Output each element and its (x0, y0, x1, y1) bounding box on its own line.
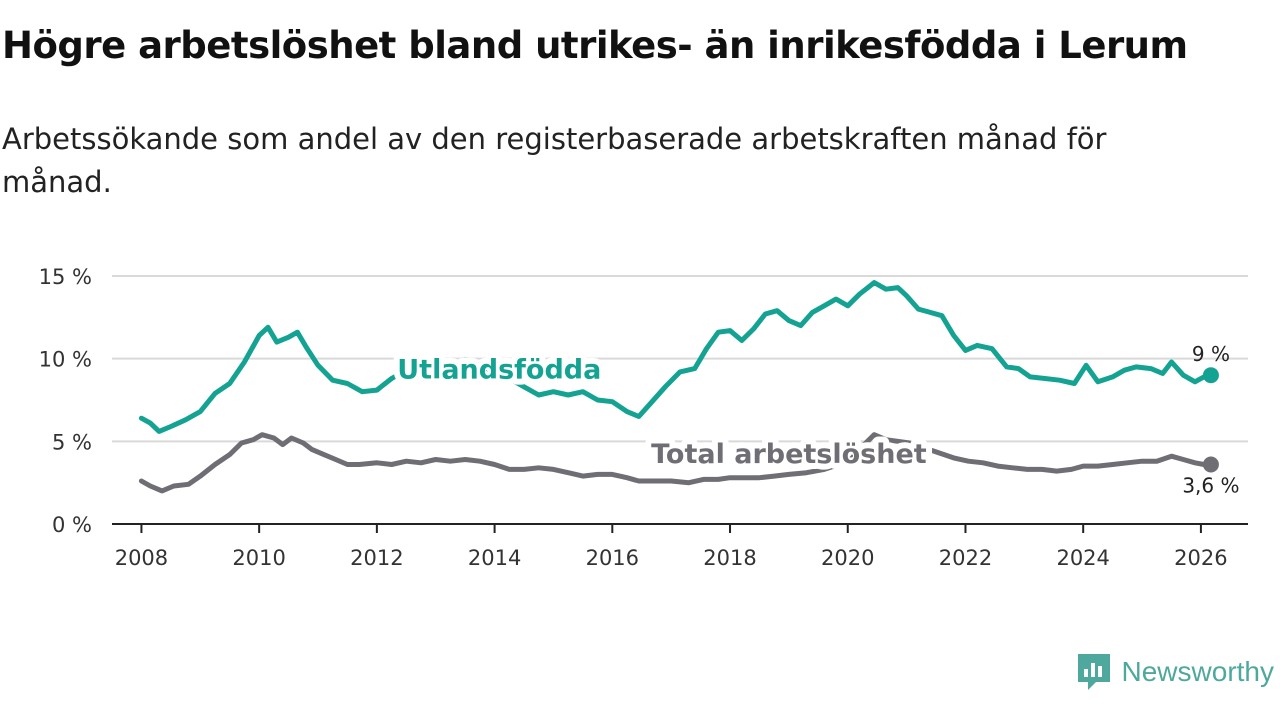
newsworthy-logo-icon (1077, 654, 1110, 690)
x-tick-label: 2016 (586, 546, 639, 570)
series-endpoint-total (1202, 456, 1219, 473)
y-tick-label: 5 % (52, 430, 92, 454)
x-tick-label: 2018 (703, 546, 756, 570)
brand-logo: Newsworthy (1076, 652, 1274, 692)
x-tick-label: 2024 (1056, 546, 1109, 570)
y-tick-label: 0 % (52, 513, 92, 537)
y-tick-label: 10 % (39, 348, 92, 372)
x-tick-label: 2014 (468, 546, 521, 570)
series-name-label: Utlandsfödda (397, 355, 601, 386)
series-line-total (138, 432, 1214, 494)
series-name-label: Total arbetslöshet (651, 439, 927, 470)
series-labels: 9 % Utlandsfödda 3,6 % Total arbetslöshet (391, 342, 1239, 497)
x-tick-label: 2026 (1174, 546, 1227, 570)
end-value-label: 3,6 % (1182, 473, 1239, 497)
chart-subtitle: Arbetssökande som andel av den registerb… (2, 122, 1107, 199)
x-tick-label: 2020 (821, 546, 874, 570)
series-lines (138, 280, 1219, 494)
axes: 0 % 5 % 10 % 15 % 2008 2010 2012 2014 2016 2018 20… (39, 265, 1248, 570)
x-tick-label: 2012 (350, 546, 403, 570)
x-tick-label: 2022 (939, 546, 992, 570)
x-tick-label: 2010 (232, 546, 285, 570)
line-chart: 0 % 5 % 10 % 15 % 2008 2010 2012 2014 2016 2018 20… (39, 265, 1248, 570)
brand-name: Newsworthy (1121, 656, 1274, 687)
x-tick-label: 2008 (115, 546, 168, 570)
grid-lines (112, 275, 1248, 443)
end-value-label: 9 % (1192, 342, 1230, 366)
series-endpoint-foreign-born (1202, 367, 1219, 384)
y-tick-label: 15 % (39, 265, 92, 289)
series-line-foreign-born (138, 280, 1214, 434)
chart-title: Högre arbetslöshet bland utrikes- än inr… (2, 24, 1188, 67)
